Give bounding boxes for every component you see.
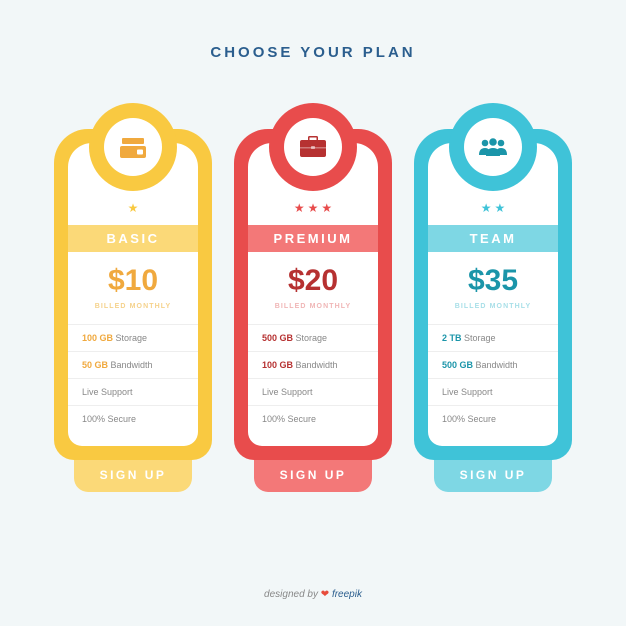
plan-price: $20 (288, 264, 338, 298)
feature-highlight: 100 GB (82, 333, 113, 343)
feature-text: Live Support (82, 387, 133, 397)
plan-billed-label: BILLED MONTHLY (455, 303, 532, 310)
plan-icon-circle (269, 103, 357, 191)
plans-container: ★BASIC$10BILLED MONTHLY100 GB Storage50 … (54, 103, 572, 492)
plan-card-premium: ★★★PREMIUM$20BILLED MONTHLY500 GB Storag… (234, 103, 392, 492)
wallet-icon (104, 118, 162, 176)
plan-features: 100 GB Storage50 GB BandwidthLive Suppor… (68, 324, 198, 432)
feature-highlight: 500 GB (262, 333, 293, 343)
signup-button[interactable]: SIGN UP (434, 456, 552, 492)
attribution-prefix: designed by (264, 589, 321, 600)
plan-features: 500 GB Storage100 GB BandwidthLive Suppo… (248, 324, 378, 432)
feature-text: Storage (113, 333, 147, 343)
feature-row: 100 GB Bandwidth (248, 351, 378, 378)
people-icon (464, 118, 522, 176)
page-title: CHOOSE YOUR PLAN (210, 44, 415, 61)
plan-price: $35 (468, 264, 518, 298)
feature-text: Bandwidth (293, 360, 338, 370)
feature-row: 100% Secure (248, 405, 378, 432)
star-icon: ★ (481, 202, 492, 214)
feature-row: 500 GB Bandwidth (428, 351, 558, 378)
feature-text: Bandwidth (473, 360, 518, 370)
plan-card-basic: ★BASIC$10BILLED MONTHLY100 GB Storage50 … (54, 103, 212, 492)
feature-highlight: 2 TB (442, 333, 462, 343)
star-icon: ★ (128, 202, 139, 214)
feature-text: 100% Secure (442, 414, 496, 424)
plan-stars: ★ (128, 201, 139, 215)
feature-row: Live Support (428, 378, 558, 405)
feature-text: Storage (462, 333, 496, 343)
feature-text: Storage (293, 333, 327, 343)
plan-features: 2 TB Storage500 GB BandwidthLive Support… (428, 324, 558, 432)
feature-row: 50 GB Bandwidth (68, 351, 198, 378)
attribution-brand: freepik (332, 589, 362, 600)
star-icon: ★ (294, 202, 305, 214)
feature-text: Bandwidth (108, 360, 153, 370)
plan-name-ribbon: PREMIUM (248, 225, 378, 252)
feature-highlight: 500 GB (442, 360, 473, 370)
feature-row: 2 TB Storage (428, 324, 558, 351)
plan-billed-label: BILLED MONTHLY (275, 303, 352, 310)
briefcase-icon (284, 118, 342, 176)
plan-billed-label: BILLED MONTHLY (95, 303, 172, 310)
feature-text: Live Support (442, 387, 493, 397)
plan-stars: ★★★ (294, 201, 332, 215)
star-icon: ★ (495, 202, 506, 214)
feature-row: 100% Secure (428, 405, 558, 432)
plan-price: $10 (108, 264, 158, 298)
feature-row: Live Support (68, 378, 198, 405)
plan-card-team: ★★TEAM$35BILLED MONTHLY2 TB Storage500 G… (414, 103, 572, 492)
feature-text: 100% Secure (262, 414, 316, 424)
plan-icon-circle (89, 103, 177, 191)
feature-row: Live Support (248, 378, 378, 405)
feature-text: Live Support (262, 387, 313, 397)
plan-name-ribbon: BASIC (68, 225, 198, 252)
plan-icon-circle (449, 103, 537, 191)
feature-highlight: 100 GB (262, 360, 293, 370)
star-icon: ★ (308, 202, 319, 214)
signup-button[interactable]: SIGN UP (74, 456, 192, 492)
feature-text: 100% Secure (82, 414, 136, 424)
feature-row: 100 GB Storage (68, 324, 198, 351)
heart-icon: ❤ (321, 589, 329, 600)
feature-highlight: 50 GB (82, 360, 108, 370)
plan-name-ribbon: TEAM (428, 225, 558, 252)
plan-stars: ★★ (481, 201, 506, 215)
feature-row: 500 GB Storage (248, 324, 378, 351)
attribution: designed by ❤ freepik (0, 589, 626, 600)
feature-row: 100% Secure (68, 405, 198, 432)
star-icon: ★ (321, 202, 332, 214)
signup-button[interactable]: SIGN UP (254, 456, 372, 492)
